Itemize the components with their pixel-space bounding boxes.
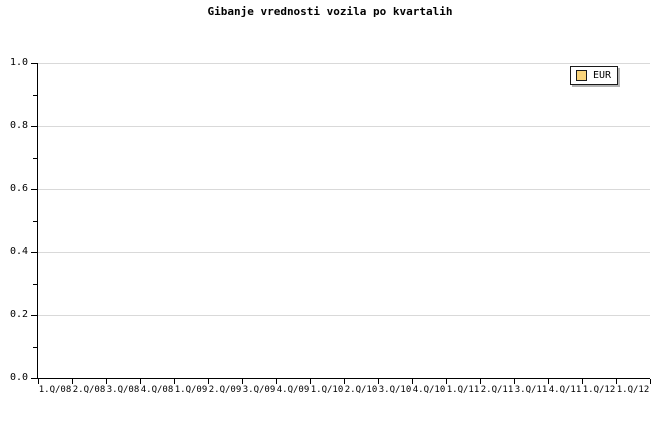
gridline bbox=[38, 126, 650, 127]
y-tick-label: 0.2 bbox=[9, 309, 28, 320]
gridline bbox=[38, 252, 650, 253]
x-tick bbox=[72, 379, 73, 384]
y-tick-minor bbox=[33, 94, 37, 96]
legend-label-eur: EUR bbox=[593, 70, 612, 81]
x-tick-label: 3.Q/11 bbox=[514, 385, 548, 395]
y-tick-minor bbox=[33, 283, 37, 285]
y-tick-minor bbox=[33, 157, 37, 159]
y-tick-minor bbox=[33, 220, 37, 222]
x-tick-label: 1.Q/12 bbox=[616, 385, 650, 395]
plot-area bbox=[38, 63, 650, 379]
x-tick-label: 3.Q/10 bbox=[378, 385, 412, 395]
y-tick-label: 1.0 bbox=[9, 57, 28, 68]
x-tick-label: 4.Q/08 bbox=[140, 385, 174, 395]
x-tick bbox=[310, 379, 311, 384]
y-tick-major bbox=[31, 189, 37, 190]
x-tick-label: 4.Q/10 bbox=[412, 385, 446, 395]
x-tick bbox=[174, 379, 175, 384]
y-tick-major bbox=[31, 126, 37, 127]
y-tick-label: 0.6 bbox=[9, 183, 28, 194]
y-tick-major bbox=[31, 378, 37, 379]
x-tick-label: 4.Q/09 bbox=[276, 385, 310, 395]
y-tick-label: 0.4 bbox=[9, 246, 28, 257]
y-tick-major bbox=[31, 252, 37, 253]
x-tick bbox=[276, 379, 277, 384]
gridline bbox=[38, 189, 650, 190]
x-tick bbox=[344, 379, 345, 384]
x-tick-label: 4.Q/11 bbox=[548, 385, 582, 395]
x-tick bbox=[480, 379, 481, 384]
x-tick-label: 1.Q/10 bbox=[310, 385, 344, 395]
x-axis-spine bbox=[37, 378, 650, 379]
x-tick bbox=[650, 379, 651, 384]
x-tick-label: 3.Q/09 bbox=[242, 385, 276, 395]
x-tick bbox=[412, 379, 413, 384]
gridline bbox=[38, 315, 650, 316]
x-tick bbox=[140, 379, 141, 384]
x-tick bbox=[446, 379, 447, 384]
x-tick-label: 3.Q/08 bbox=[106, 385, 140, 395]
x-tick bbox=[38, 379, 39, 384]
y-tick-major bbox=[31, 315, 37, 316]
x-tick-label: 1.Q/11 bbox=[446, 385, 480, 395]
x-tick bbox=[514, 379, 515, 384]
x-tick bbox=[106, 379, 107, 384]
x-tick bbox=[548, 379, 549, 384]
x-tick-label: 1.Q/12 bbox=[582, 385, 616, 395]
y-tick-minor bbox=[33, 346, 37, 348]
legend[interactable]: EUR bbox=[570, 66, 619, 85]
y-axis-spine bbox=[37, 63, 38, 379]
x-tick-label: 1.Q/09 bbox=[174, 385, 208, 395]
x-tick-label: 2.Q/11 bbox=[480, 385, 514, 395]
x-tick-label: 2.Q/10 bbox=[344, 385, 378, 395]
legend-swatch-eur bbox=[576, 70, 587, 81]
x-tick-label: 1.Q/08 bbox=[38, 385, 72, 395]
x-tick bbox=[242, 379, 243, 384]
x-tick bbox=[208, 379, 209, 384]
x-tick-label: 2.Q/08 bbox=[72, 385, 106, 395]
x-tick bbox=[616, 379, 617, 384]
y-tick-major bbox=[31, 63, 37, 64]
x-tick bbox=[582, 379, 583, 384]
chart-title: Gibanje vrednosti vozila po kvartalih bbox=[207, 5, 453, 18]
y-tick-label: 0.0 bbox=[9, 372, 28, 383]
y-tick-label: 0.8 bbox=[9, 120, 28, 131]
x-tick bbox=[378, 379, 379, 384]
gridline bbox=[38, 63, 650, 64]
x-tick-label: 2.Q/09 bbox=[208, 385, 242, 395]
